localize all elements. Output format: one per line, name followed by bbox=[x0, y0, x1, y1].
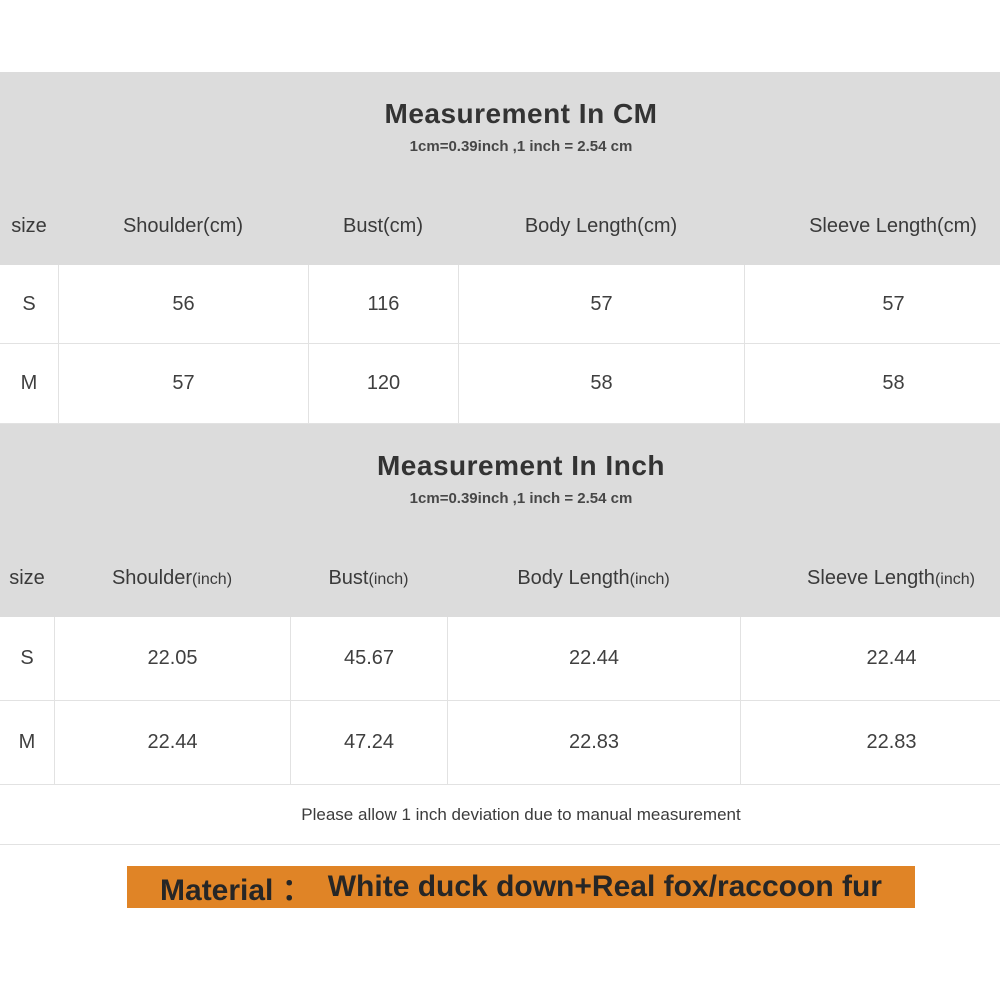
table-row-cm-m: M 57 120 58 58 bbox=[0, 344, 1000, 424]
cm-header-shoulder: Shoulder(cm) bbox=[122, 214, 244, 237]
inch-s-shoulder-value: 22.05 bbox=[54, 617, 290, 700]
inch-s-bust-value: 45.67 bbox=[290, 617, 447, 700]
top-whitespace bbox=[0, 0, 1000, 72]
inch-table-header-row: size Shoulder(inch) Bust(inch) Body Leng… bbox=[0, 539, 1000, 617]
cm-s-size-label: S bbox=[22, 292, 36, 315]
inch-s-sleeve-length-value: 22.44 bbox=[740, 617, 1000, 700]
cm-s-sleeve-length-value: 57 bbox=[744, 265, 1000, 343]
cm-m-bust-value: 120 bbox=[308, 344, 458, 423]
cm-m-shoulder-value: 57 bbox=[58, 344, 308, 423]
inch-m-body-length-value: 22.83 bbox=[447, 701, 740, 784]
table-row-inch-s: S 22.05 45.67 22.44 22.44 bbox=[0, 617, 1000, 701]
cm-header-size: size bbox=[11, 214, 47, 237]
cm-section-title: Measurement In CM bbox=[384, 98, 658, 129]
table-row-cm-s: S 56 116 57 57 bbox=[0, 265, 1000, 344]
cm-section-header: Measurement In CM 1cm=0.39inch ,1 inch =… bbox=[0, 72, 1000, 265]
material-value: White duck down+Real fox/raccoon fur bbox=[327, 870, 882, 903]
inch-section-title: Measurement In Inch bbox=[376, 450, 665, 481]
measurement-cm-section: Measurement In CM 1cm=0.39inch ,1 inch =… bbox=[0, 72, 1000, 424]
inch-conversion-note: 1cm=0.39inch ,1 inch = 2.54 cm bbox=[409, 490, 633, 507]
measurement-inch-section: Measurement In Inch 1cm=0.39inch ,1 inch… bbox=[0, 424, 1000, 785]
cm-m-size-label: M bbox=[20, 372, 38, 394]
cm-header-body-length: Body Length(cm) bbox=[524, 214, 678, 237]
inch-header-body-length: Body Length(inch) bbox=[517, 566, 670, 589]
cm-header-sleeve-length: Sleeve Length(cm) bbox=[809, 214, 977, 237]
inch-s-size-label: S bbox=[20, 647, 34, 669]
inch-header-shoulder: Shoulder(inch) bbox=[111, 566, 233, 589]
cm-s-shoulder-value: 56 bbox=[58, 265, 308, 343]
inch-header-bust: Bust(inch) bbox=[328, 566, 409, 589]
cm-table-header-row: size Shoulder(cm) Bust(cm) Body Length(c… bbox=[0, 187, 1000, 265]
material-label: Material ： bbox=[160, 874, 312, 907]
inch-m-shoulder-value: 22.44 bbox=[54, 701, 290, 784]
inch-header-sleeve-length: Sleeve Length(inch) bbox=[807, 566, 975, 589]
cm-m-body-length-value: 58 bbox=[458, 344, 744, 423]
cm-s-bust-value: 116 bbox=[308, 265, 458, 343]
inch-m-sleeve-length-value: 22.83 bbox=[740, 701, 1000, 784]
inch-header-size: size bbox=[9, 566, 45, 589]
inch-m-size-label: M bbox=[18, 731, 36, 753]
inch-m-bust-value: 47.24 bbox=[290, 701, 447, 784]
table-row-inch-m: M 22.44 47.24 22.83 22.83 bbox=[0, 701, 1000, 785]
cm-m-sleeve-length-value: 58 bbox=[744, 344, 1000, 423]
material-highlight-bar: Material ： White duck down+Real fox/racc… bbox=[127, 866, 915, 908]
cm-header-bust: Bust(cm) bbox=[343, 214, 423, 237]
cm-conversion-note: 1cm=0.39inch ,1 inch = 2.54 cm bbox=[409, 138, 633, 155]
deviation-note: Please allow 1 inch deviation due to man… bbox=[0, 785, 1000, 845]
cm-s-body-length-value: 57 bbox=[458, 265, 744, 343]
content-area: Measurement In CM 1cm=0.39inch ,1 inch =… bbox=[0, 0, 1000, 908]
inch-s-body-length-value: 22.44 bbox=[447, 617, 740, 700]
inch-section-header: Measurement In Inch 1cm=0.39inch ,1 inch… bbox=[0, 424, 1000, 617]
